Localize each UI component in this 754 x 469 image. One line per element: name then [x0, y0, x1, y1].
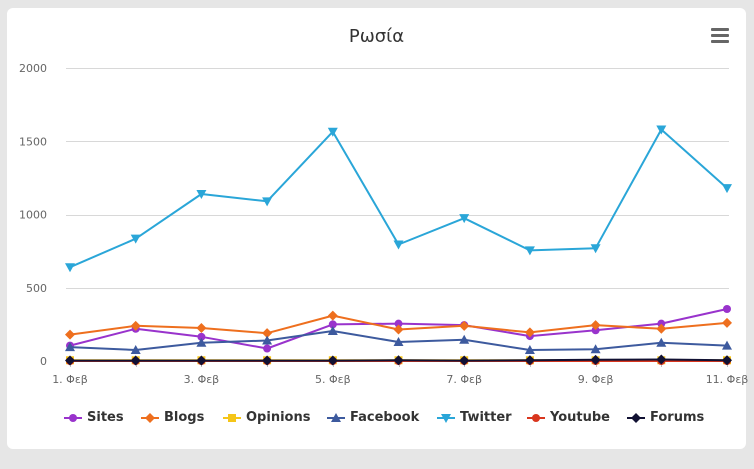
data-point[interactable]: [327, 325, 338, 335]
diamond-icon: [627, 413, 645, 423]
y-tick-label: 2000: [19, 62, 47, 75]
series-lines: [65, 125, 732, 366]
data-point[interactable]: [262, 328, 273, 339]
chart-card: Ρωσία: [7, 8, 746, 449]
circle-icon: [527, 414, 545, 422]
data-point[interactable]: [722, 355, 732, 366]
data-point[interactable]: [65, 342, 75, 352]
data-point[interactable]: [263, 344, 272, 353]
data-point[interactable]: [722, 317, 732, 328]
menu-icon[interactable]: [708, 25, 732, 47]
data-point[interactable]: [65, 355, 75, 366]
data-point[interactable]: [196, 355, 207, 366]
data-point[interactable]: [590, 344, 601, 354]
data-point[interactable]: [327, 355, 338, 366]
data-point[interactable]: [196, 337, 207, 347]
data-point[interactable]: [524, 246, 535, 256]
data-point[interactable]: [393, 324, 404, 335]
diamond-icon: [141, 413, 159, 423]
data-point[interactable]: [459, 334, 470, 344]
data-point[interactable]: [459, 214, 470, 224]
y-axis-labels: 0 500 1000 1500 2000: [19, 62, 47, 368]
data-point[interactable]: [262, 355, 273, 366]
legend-label: Facebook: [350, 410, 420, 425]
data-point[interactable]: [393, 355, 404, 366]
data-point[interactable]: [130, 320, 141, 331]
data-point[interactable]: [196, 189, 207, 199]
square-icon: [223, 414, 241, 422]
data-point[interactable]: [328, 320, 337, 329]
data-point[interactable]: [393, 336, 404, 346]
circle-icon: [64, 414, 82, 422]
data-point[interactable]: [591, 326, 600, 335]
data-point[interactable]: [196, 323, 207, 334]
data-point[interactable]: [524, 345, 535, 355]
data-point[interactable]: [656, 323, 667, 334]
y-tick-label: 0: [40, 355, 47, 368]
data-point[interactable]: [327, 310, 338, 321]
data-point[interactable]: [262, 335, 273, 345]
data-point[interactable]: [262, 197, 273, 207]
data-point[interactable]: [524, 355, 535, 366]
data-point[interactable]: [656, 354, 667, 365]
y-tick-label: 500: [26, 282, 47, 295]
triangle-down-icon: [437, 414, 455, 423]
data-point[interactable]: [590, 244, 601, 254]
data-point[interactable]: [590, 354, 601, 365]
data-point[interactable]: [393, 240, 404, 250]
data-point[interactable]: [197, 332, 206, 341]
data-point[interactable]: [459, 320, 470, 331]
data-point[interactable]: [723, 304, 731, 313]
x-axis: 1. Φεβ 3. Φεβ 5. Φεβ 7. Φεβ 9. Φεβ 11. Φεβ: [52, 361, 748, 386]
legend-label: Youtube: [550, 410, 610, 425]
legend-label: Forums: [650, 410, 705, 425]
series-blogs[interactable]: [65, 310, 732, 340]
x-tick-label: 11. Φεβ: [706, 373, 749, 386]
x-tick-label: 3. Φεβ: [184, 373, 220, 386]
x-tick-label: 9. Φεβ: [578, 373, 614, 386]
series-forums[interactable]: [65, 354, 732, 366]
series-twitter[interactable]: [65, 125, 732, 273]
data-point[interactable]: [459, 355, 470, 366]
data-point[interactable]: [130, 345, 141, 355]
data-point[interactable]: [590, 320, 601, 331]
data-point[interactable]: [327, 127, 338, 137]
y-tick-label: 1500: [19, 135, 47, 148]
y-tick-label: 1000: [19, 209, 47, 222]
data-point[interactable]: [65, 329, 75, 340]
data-point[interactable]: [722, 184, 732, 194]
data-point[interactable]: [524, 327, 535, 338]
gridlines: [66, 68, 729, 362]
x-tick-label: 1. Φεβ: [52, 373, 88, 386]
data-point[interactable]: [130, 234, 141, 244]
data-point[interactable]: [657, 319, 666, 328]
x-tick-label: 7. Φεβ: [446, 373, 482, 386]
legend-label: Twitter: [460, 410, 512, 425]
chart-title: Ρωσία: [348, 26, 405, 47]
data-point[interactable]: [656, 337, 667, 347]
data-point[interactable]: [656, 125, 667, 135]
x-tick-label: 5. Φεβ: [315, 373, 351, 386]
legend-label: Opinions: [246, 410, 311, 425]
legend-label: Sites: [87, 410, 124, 425]
triangle-icon: [327, 413, 345, 422]
chart-legend: Sites Blogs Opinions Facebook Twitter Youtube…: [0, 408, 754, 428]
data-point[interactable]: [722, 340, 732, 350]
series-facebook[interactable]: [65, 325, 732, 355]
legend-label: Blogs: [164, 410, 205, 425]
data-point[interactable]: [130, 355, 141, 366]
data-point[interactable]: [394, 319, 403, 328]
data-point[interactable]: [65, 263, 75, 273]
